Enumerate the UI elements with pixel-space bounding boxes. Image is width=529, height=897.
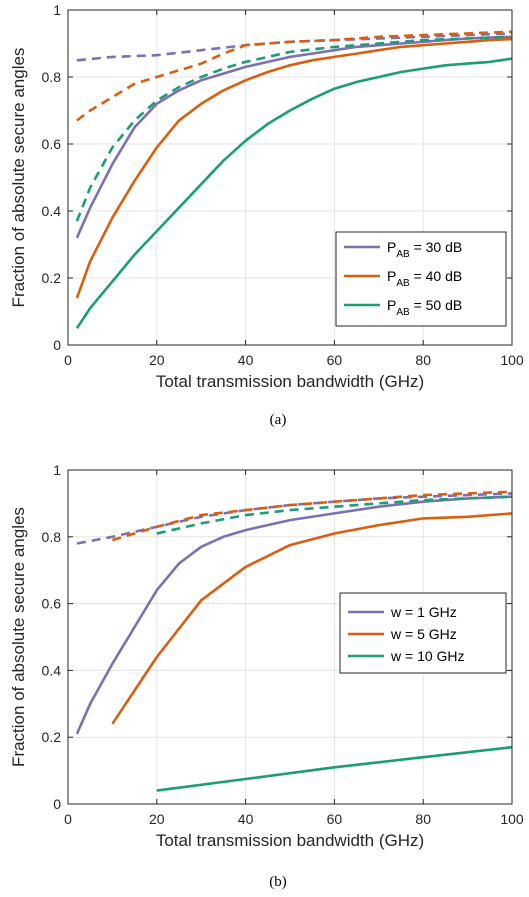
ticks: 0 20 40 60 80 100 0 0.2 0.4 0.6 0.8 1 [42, 2, 524, 368]
y-tick-label: 0 [53, 796, 61, 812]
legend-entry-main: P [387, 297, 396, 313]
y-tick-label: 0.8 [42, 69, 62, 85]
y-tick-label: 0.4 [42, 203, 62, 219]
legend-entry-label: PAB = 50 dB [387, 297, 462, 318]
x-tick-label: 100 [500, 811, 524, 827]
legend-entry-main: w = 10 GHz [390, 648, 465, 664]
ticks: 0 20 40 60 80 100 0 0.2 0.4 0.6 0.8 1 [42, 462, 524, 827]
y-axis-label: Fraction of absolute secure angles [9, 48, 28, 308]
legend-entry-label: w = 5 GHz [390, 626, 457, 642]
y-tick-label: 0.8 [42, 529, 62, 545]
series-group [75, 490, 513, 792]
x-tick-label: 40 [238, 811, 254, 827]
legend-entry-label: PAB = 30 dB [387, 239, 462, 260]
legend-entry-main: P [387, 268, 396, 284]
x-axis-label: Total transmission bandwidth (GHz) [156, 372, 424, 391]
x-axis-label: Total transmission bandwidth (GHz) [156, 831, 424, 850]
x-tick-label: 0 [64, 811, 72, 827]
legend-entry-label: w = 10 GHz [390, 648, 465, 664]
series-line-solid-2 [75, 57, 513, 330]
x-tick-label: 20 [149, 811, 165, 827]
x-tick-label: 0 [64, 352, 72, 368]
series-line-solid-0 [75, 495, 513, 735]
series-line-solid-1 [111, 512, 513, 725]
y-axis-label: Fraction of absolute secure angles [9, 507, 28, 767]
x-tick-label: 40 [238, 352, 254, 368]
chart-panel-a: 0 20 40 60 80 100 0 0.2 0.4 0.6 0.8 1 Total transmis… [9, 2, 524, 428]
x-tick-label: 80 [415, 811, 431, 827]
legend: w = 1 GHz w = 5 GHz w = 10 GHz [339, 592, 507, 674]
y-tick-label: 0.2 [42, 270, 62, 286]
y-tick-label: 0 [53, 337, 61, 353]
legend-entry-rest: = 50 dB [410, 297, 463, 313]
x-tick-label: 60 [327, 352, 343, 368]
y-tick-label: 0.4 [42, 662, 62, 678]
y-tick-label: 1 [53, 462, 61, 478]
panel-caption: (a) [270, 412, 287, 428]
x-tick-label: 80 [415, 352, 431, 368]
x-tick-label: 60 [327, 811, 343, 827]
x-tick-label: 20 [149, 352, 165, 368]
legend-entry-label: PAB = 40 dB [387, 268, 462, 289]
legend-entry-rest: = 40 dB [410, 268, 463, 284]
series-line-dashed-4 [112, 490, 513, 542]
y-tick-label: 1 [53, 2, 61, 18]
panel-caption: (b) [269, 874, 287, 890]
legend-entry-main: w = 1 GHz [390, 604, 457, 620]
series-line-dashed-5 [75, 35, 513, 222]
series-line-dashed-4 [76, 30, 513, 122]
legend-entry-subscript: AB [396, 307, 410, 318]
legend-entry-subscript: AB [396, 278, 410, 289]
axes-box [67, 469, 513, 805]
series-line-solid-1 [75, 37, 513, 299]
legend-entry-subscript: AB [396, 249, 410, 260]
y-tick-label: 0.2 [42, 729, 62, 745]
series-group [75, 30, 513, 330]
series-line-dashed-5 [156, 495, 513, 535]
legend-entry-main: w = 5 GHz [390, 626, 457, 642]
x-tick-label: 100 [500, 352, 524, 368]
legend-entry-main: P [387, 239, 396, 255]
legend-entry-label: w = 1 GHz [390, 604, 457, 620]
legend-entry-rest: = 30 dB [410, 239, 463, 255]
series-line-solid-2 [156, 745, 513, 792]
axes-box [67, 9, 513, 346]
y-tick-label: 0.6 [42, 136, 62, 152]
y-tick-label: 0.6 [42, 596, 62, 612]
chart-panel-b: 0 20 40 60 80 100 0 0.2 0.4 0.6 0.8 1 Total transmis… [9, 462, 524, 890]
